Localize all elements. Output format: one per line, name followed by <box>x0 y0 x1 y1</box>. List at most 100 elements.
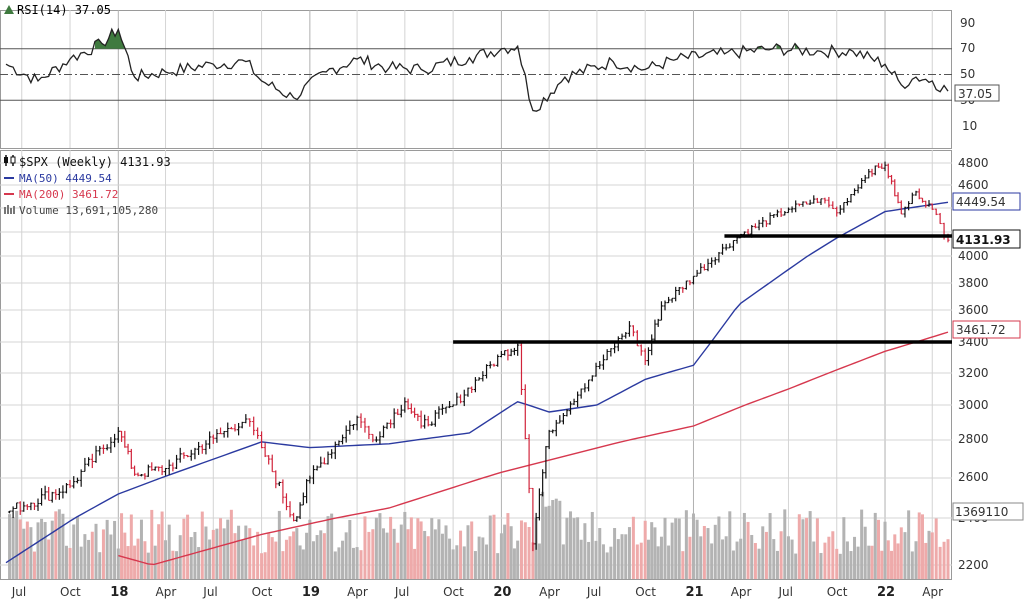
volume-bar <box>348 519 352 579</box>
volume-bar <box>924 542 928 579</box>
volume-bar <box>886 540 890 579</box>
volume-bar <box>620 534 624 579</box>
rsi-legend-label: RSI(14) 37.05 <box>17 3 111 17</box>
volume-bar <box>378 513 382 579</box>
volume-bar <box>653 527 657 579</box>
volume-bar <box>298 545 302 579</box>
x-axis-label: Oct <box>60 585 81 599</box>
volume-bar <box>389 516 393 579</box>
volume-bar <box>856 546 860 579</box>
volume-bar <box>572 518 576 579</box>
volume-bar <box>22 528 26 579</box>
volume-bar <box>79 546 83 579</box>
volume-bar <box>90 531 94 579</box>
volume-bar <box>849 551 853 579</box>
volume-bar <box>32 551 36 579</box>
volume-bar <box>670 522 674 579</box>
price-frame <box>0 150 952 580</box>
volume-bar <box>569 511 573 579</box>
volume-bar <box>94 523 98 579</box>
volume-bar <box>565 517 569 579</box>
volume-bar <box>541 491 545 579</box>
volume-bar <box>815 518 819 579</box>
volume-bar <box>827 536 831 579</box>
volume-bar <box>433 529 437 579</box>
volume-bar <box>605 552 609 579</box>
volume-bar <box>164 540 168 579</box>
volume-bar <box>485 544 489 579</box>
volume-bar <box>710 543 714 579</box>
volume-bar <box>643 520 647 579</box>
volume-bar <box>613 528 617 579</box>
volume-bar <box>527 527 531 579</box>
volume-bar <box>64 545 68 579</box>
volume-bar <box>8 514 12 579</box>
volume-bar <box>244 525 248 579</box>
volume-bar <box>466 525 470 579</box>
price-tick-4600: 4600 <box>958 178 989 192</box>
volume-bar <box>175 551 179 579</box>
volume-bar <box>650 522 654 579</box>
volume-bar <box>624 534 628 579</box>
volume-bar <box>691 513 695 579</box>
volume-bar <box>496 553 500 579</box>
volume-bar <box>233 533 237 579</box>
volume-bar <box>516 540 520 579</box>
volume-bar <box>426 536 430 579</box>
volume-bar <box>735 541 739 579</box>
volume-bar <box>910 551 914 579</box>
volume-bar <box>805 517 809 579</box>
rsi-tick-90: 90 <box>960 16 975 30</box>
volume-bar <box>473 551 477 579</box>
volume-bar <box>764 531 768 579</box>
rsi-axis: 90 70 50 30 10 37.05 <box>954 16 1000 133</box>
volume-bar <box>731 550 735 579</box>
volume-bar <box>717 516 721 579</box>
volume-bar <box>681 551 685 579</box>
volume-bar <box>98 552 102 579</box>
volume-bar <box>746 521 750 579</box>
x-axis-label: Apr <box>156 585 177 599</box>
volume-bar <box>113 520 117 579</box>
volume-bar <box>506 513 510 579</box>
volume-bar <box>57 509 61 579</box>
volume-value-tag <box>952 502 1024 521</box>
volume-bar <box>721 539 725 579</box>
price-value-tag <box>952 229 1021 249</box>
volume-bar <box>219 518 223 579</box>
volume-bar <box>627 527 631 579</box>
volume-bar <box>129 514 133 579</box>
volume-bar <box>215 528 219 579</box>
volume-bar <box>492 514 496 579</box>
volume-bar <box>823 542 827 579</box>
volume-bar <box>883 521 887 579</box>
volume-bar <box>101 529 105 579</box>
volume-bar <box>695 519 699 579</box>
volume-bar <box>554 498 558 579</box>
volume-bar <box>519 520 523 579</box>
volume-bar <box>371 529 375 579</box>
rsi-tick-10: 10 <box>962 119 977 133</box>
volume-bar <box>200 511 204 579</box>
volume-bar <box>109 534 113 579</box>
volume-bar <box>451 549 455 579</box>
ma50-line <box>5 201 949 564</box>
volume-bar <box>308 519 312 579</box>
volume-bar <box>663 517 667 579</box>
volume-bar <box>499 533 503 579</box>
volume-bar <box>845 541 849 579</box>
volume-bar <box>150 509 154 579</box>
volume-bar <box>281 551 285 579</box>
x-axis-label: Oct <box>635 585 656 599</box>
price-bars <box>7 161 950 552</box>
volume-bar <box>359 550 363 579</box>
volume-bar <box>899 527 903 579</box>
volume-bar <box>133 545 137 579</box>
volume-bar <box>455 545 459 579</box>
volume-bar <box>252 545 256 579</box>
volume-bar <box>47 539 51 579</box>
volume-bar <box>396 542 400 579</box>
volume-bar <box>646 539 650 579</box>
volume-bar <box>639 542 643 579</box>
volume-bar <box>537 543 541 579</box>
